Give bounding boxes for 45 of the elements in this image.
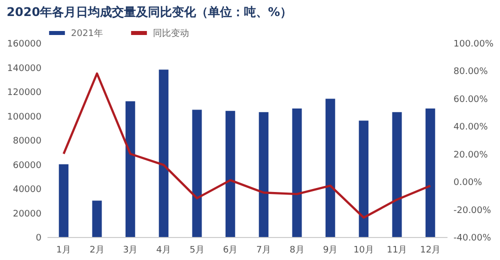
x-tick-label: 11月 (386, 246, 408, 256)
y2-tick-label: 20.00% (454, 150, 488, 160)
y-tick-label: 0 (36, 234, 42, 244)
x-tick-label: 10月 (353, 246, 374, 256)
legend-label: 同比变动 (153, 28, 189, 39)
x-tick-label: 12月 (420, 246, 441, 256)
bar (326, 98, 336, 237)
y-tick-label: 60000 (12, 160, 42, 171)
legend-label: 2021年 (71, 28, 103, 39)
bar (92, 200, 102, 237)
y-tick-label: 120000 (7, 88, 42, 98)
bar (226, 110, 236, 237)
bar (426, 108, 436, 237)
x-tick-label: 7月 (256, 246, 272, 256)
y-tick-label: 80000 (12, 136, 42, 146)
x-tick-label: 1月 (56, 246, 72, 256)
y2-tick-label: -20.00% (454, 206, 492, 216)
y2-tick-label: 80.00% (454, 67, 488, 78)
y2-tick-label: 0.00% (454, 178, 483, 188)
x-tick-label: 6月 (222, 246, 238, 256)
bar (358, 120, 368, 237)
y2-tick-label: 60.00% (454, 94, 488, 105)
x-tick-label: 2月 (90, 246, 104, 256)
x-tick-label: 4月 (156, 246, 172, 256)
bar (258, 112, 268, 237)
y-tick-label: 160000 (7, 40, 42, 50)
y2-tick-label: -40.00% (454, 234, 492, 244)
bar (126, 101, 136, 237)
y-tick-label: 140000 (7, 64, 42, 74)
x-tick-label: 5月 (190, 246, 204, 256)
chart-title: 2020年各月日均成交量及同比变化（单位：吨、%） (6, 5, 292, 19)
bar (392, 112, 402, 237)
y2-tick-label: 40.00% (454, 122, 488, 133)
y2-tick-label: 100.00% (454, 40, 494, 50)
y-tick-label: 20000 (12, 209, 42, 220)
y-tick-label: 40000 (12, 185, 42, 195)
bar (58, 164, 68, 237)
bar (192, 110, 202, 237)
bar (292, 108, 302, 237)
x-tick-label: 9月 (322, 246, 338, 256)
line-series (62, 72, 432, 219)
y-tick-label: 100000 (7, 112, 42, 122)
x-tick-label: 8月 (290, 246, 304, 256)
bar (158, 70, 168, 237)
x-tick-label: 3月 (122, 246, 138, 256)
